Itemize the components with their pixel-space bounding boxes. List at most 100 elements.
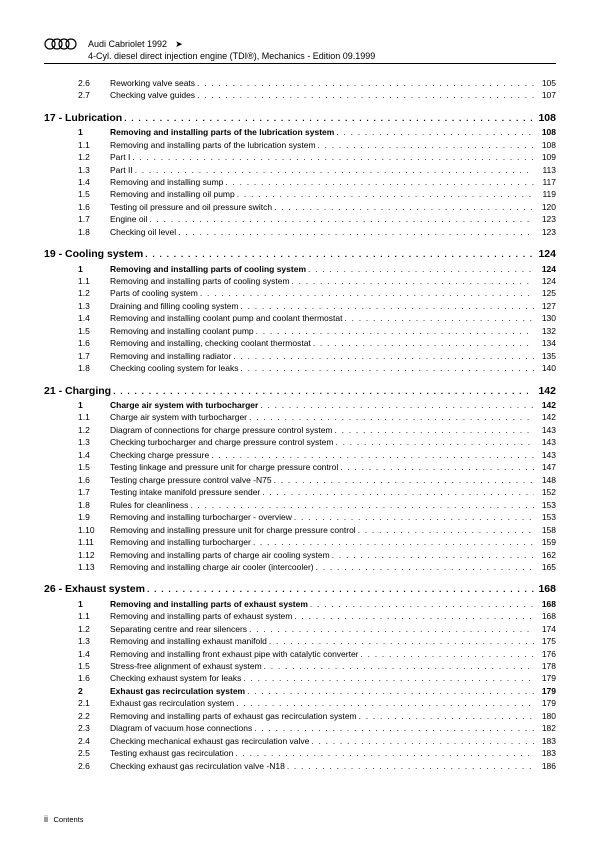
toc-entry-label: Removing and installing turbocharger [110,537,251,548]
toc-entry-page: 135 [536,351,556,362]
toc-entry-number: 1.7 [76,487,110,498]
toc-entry-page: 147 [536,462,556,473]
toc-entry: 1Removing and installing parts of the lu… [44,127,556,138]
toc-entry-page: 159 [536,537,556,548]
toc-leader-dots: . . . . . . . . . . . . . . . . . . . . … [269,636,534,647]
toc-entry: 1.6Removing and installing, checking coo… [44,338,556,349]
toc-entry-page: 125 [536,288,556,299]
toc-entry: 1.3Checking turbocharger and charge pres… [44,437,556,448]
toc-entry-number: 2.4 [76,736,110,747]
toc-entry-number: 1.1 [76,140,110,151]
toc-leader-dots: . . . . . . . . . . . . . . . . . . . . … [236,698,534,709]
toc-entry-number: 2.6 [76,761,110,772]
toc-entry: 1.1Removing and installing parts of cool… [44,276,556,287]
toc-entry-label: Testing oil pressure and oil pressure sw… [110,202,272,213]
toc-entry-label: Rules for cleanliness [110,500,188,511]
toc-entry-number: 2.3 [76,723,110,734]
toc-entry: 1.3Part II . . . . . . . . . . . . . . .… [44,165,556,176]
toc-entry-page: 158 [536,525,556,536]
toc-entry-label: Diagram of connections for charge pressu… [110,425,333,436]
toc-entry-label: Checking cooling system for leaks [110,363,239,374]
toc-entry: 1.7Testing intake manifold pressure send… [44,487,556,498]
toc-leader-dots: . . . . . . . . . . . . . . . . . . . . … [197,90,534,101]
toc-entry-label: Engine oil [110,214,147,225]
toc-entry-page: 140 [536,363,556,374]
toc-entry-page: 107 [536,90,556,101]
toc-chapter-page: 142 [536,384,556,398]
toc-entry-label: Removing and installing radiator [110,351,231,362]
toc-entry-number: 1.12 [76,550,110,561]
toc-entry-page: 176 [536,649,556,660]
toc-entry-page: 186 [536,761,556,772]
toc-entry: 1.5Removing and installing oil pump . . … [44,189,556,200]
toc-entry-number: 1.2 [76,624,110,635]
audi-logo-icon [44,38,80,50]
toc-entry: 1.7Removing and installing radiator . . … [44,351,556,362]
toc-leader-dots: . . . . . . . . . . . . . . . . . . . . … [211,450,534,461]
toc-entry-label: Removing and installing exhaust manifold [110,636,267,647]
toc-leader-dots: . . . . . . . . . . . . . . . . . . . . … [233,351,534,362]
toc-leader-dots: . . . . . . . . . . . . . . . . . . . . … [249,624,534,635]
toc-entry-number: 1.6 [76,338,110,349]
toc-chapter-label: 26 - Exhaust system [44,582,145,596]
toc-entry-page: 132 [536,326,556,337]
toc-entry: 1.8Checking oil level . . . . . . . . . … [44,227,556,238]
toc-entry-page: 124 [536,276,556,287]
toc-entry-page: 142 [536,412,556,423]
toc-entry-label: Removing and installing parts of the lub… [110,127,334,138]
toc-leader-dots: . . . . . . . . . . . . . . . . . . . . … [197,78,534,89]
toc-entry-page: 123 [536,214,556,225]
toc-leader-dots: . . . . . . . . . . . . . . . . . . . . … [225,177,534,188]
toc-entry-number: 1.5 [76,462,110,473]
toc-leader-dots: . . . . . . . . . . . . . . . . . . . . … [147,584,534,595]
toc-leader-dots: . . . . . . . . . . . . . . . . . . . . … [361,649,534,660]
toc-entry: 1.1Removing and installing parts of exha… [44,611,556,622]
toc-entry: 1.2Separating centre and rear silencers … [44,624,556,635]
toc-entry-page: 153 [536,512,556,523]
toc-leader-dots: . . . . . . . . . . . . . . . . . . . . … [200,288,534,299]
toc-leader-dots: . . . . . . . . . . . . . . . . . . . . … [247,686,534,697]
toc-entry: 2.3Diagram of vacuum hose connections . … [44,723,556,734]
toc-entry-label: Diagram of vacuum hose connections [110,723,252,734]
toc-entry-page: 123 [536,227,556,238]
toc-leader-dots: . . . . . . . . . . . . . . . . . . . . … [308,264,534,275]
toc-entry-label: Checking turbocharger and charge pressur… [110,437,333,448]
toc-entry: 1.9Removing and installing turbocharger … [44,512,556,523]
toc-entry-page: 162 [536,550,556,561]
toc-entry-page: 174 [536,624,556,635]
toc-entry-label: Exhaust gas recirculation system [110,698,234,709]
toc-entry-label: Removing and installing sump [110,177,223,188]
toc-chapter: 19 - Cooling system . . . . . . . . . . … [44,247,556,261]
toc-entry: 1.4Removing and installing sump . . . . … [44,177,556,188]
toc-entry: 2Exhaust gas recirculation system . . . … [44,686,556,697]
toc-entry: 1.4Checking charge pressure . . . . . . … [44,450,556,461]
toc-entry-label: Removing and installing parts of charge … [110,550,330,561]
toc-entry-number: 2 [76,686,110,697]
toc-leader-dots: . . . . . . . . . . . . . . . . . . . . … [260,400,534,411]
toc-entry-label: Stress-free alignment of exhaust system [110,661,262,672]
toc-entry-number: 1.2 [76,288,110,299]
toc-entry-number: 1 [76,264,110,275]
toc-entry: 1.6Checking exhaust system for leaks . .… [44,673,556,684]
toc-leader-dots: . . . . . . . . . . . . . . . . . . . . … [318,140,534,151]
toc-entry-page: 183 [536,736,556,747]
toc-entry-label: Removing and installing oil pump [110,189,235,200]
toc-entry: 2.4Checking mechanical exhaust gas recir… [44,736,556,747]
toc-entry-label: Removing and installing parts of the lub… [110,140,316,151]
toc-leader-dots: . . . . . . . . . . . . . . . . . . . . … [254,723,534,734]
toc-entry-page: 143 [536,437,556,448]
toc-leader-dots: . . . . . . . . . . . . . . . . . . . . … [235,748,534,759]
toc-entry-label: Removing and installing coolant pump and… [110,313,342,324]
toc-entry-label: Checking exhaust system for leaks [110,673,241,684]
toc-entry-number: 1.8 [76,363,110,374]
toc-entry-label: Removing and installing parts of exhaust… [110,599,308,610]
header-subtitle: 4-Cyl. diesel direct injection engine (T… [88,51,556,61]
toc-entry-label: Removing and installing parts of exhaust… [110,611,292,622]
toc-entry-page: 124 [536,264,556,275]
toc-leader-dots: . . . . . . . . . . . . . . . . . . . . … [253,537,534,548]
toc-entry-label: Testing charge pressure control valve -N… [110,475,272,486]
toc-leader-dots: . . . . . . . . . . . . . . . . . . . . … [313,338,534,349]
toc-leader-dots: . . . . . . . . . . . . . . . . . . . . … [294,512,534,523]
toc-entry-label: Removing and installing parts of cooling… [110,276,290,287]
toc-leader-dots: . . . . . . . . . . . . . . . . . . . . … [336,127,534,138]
